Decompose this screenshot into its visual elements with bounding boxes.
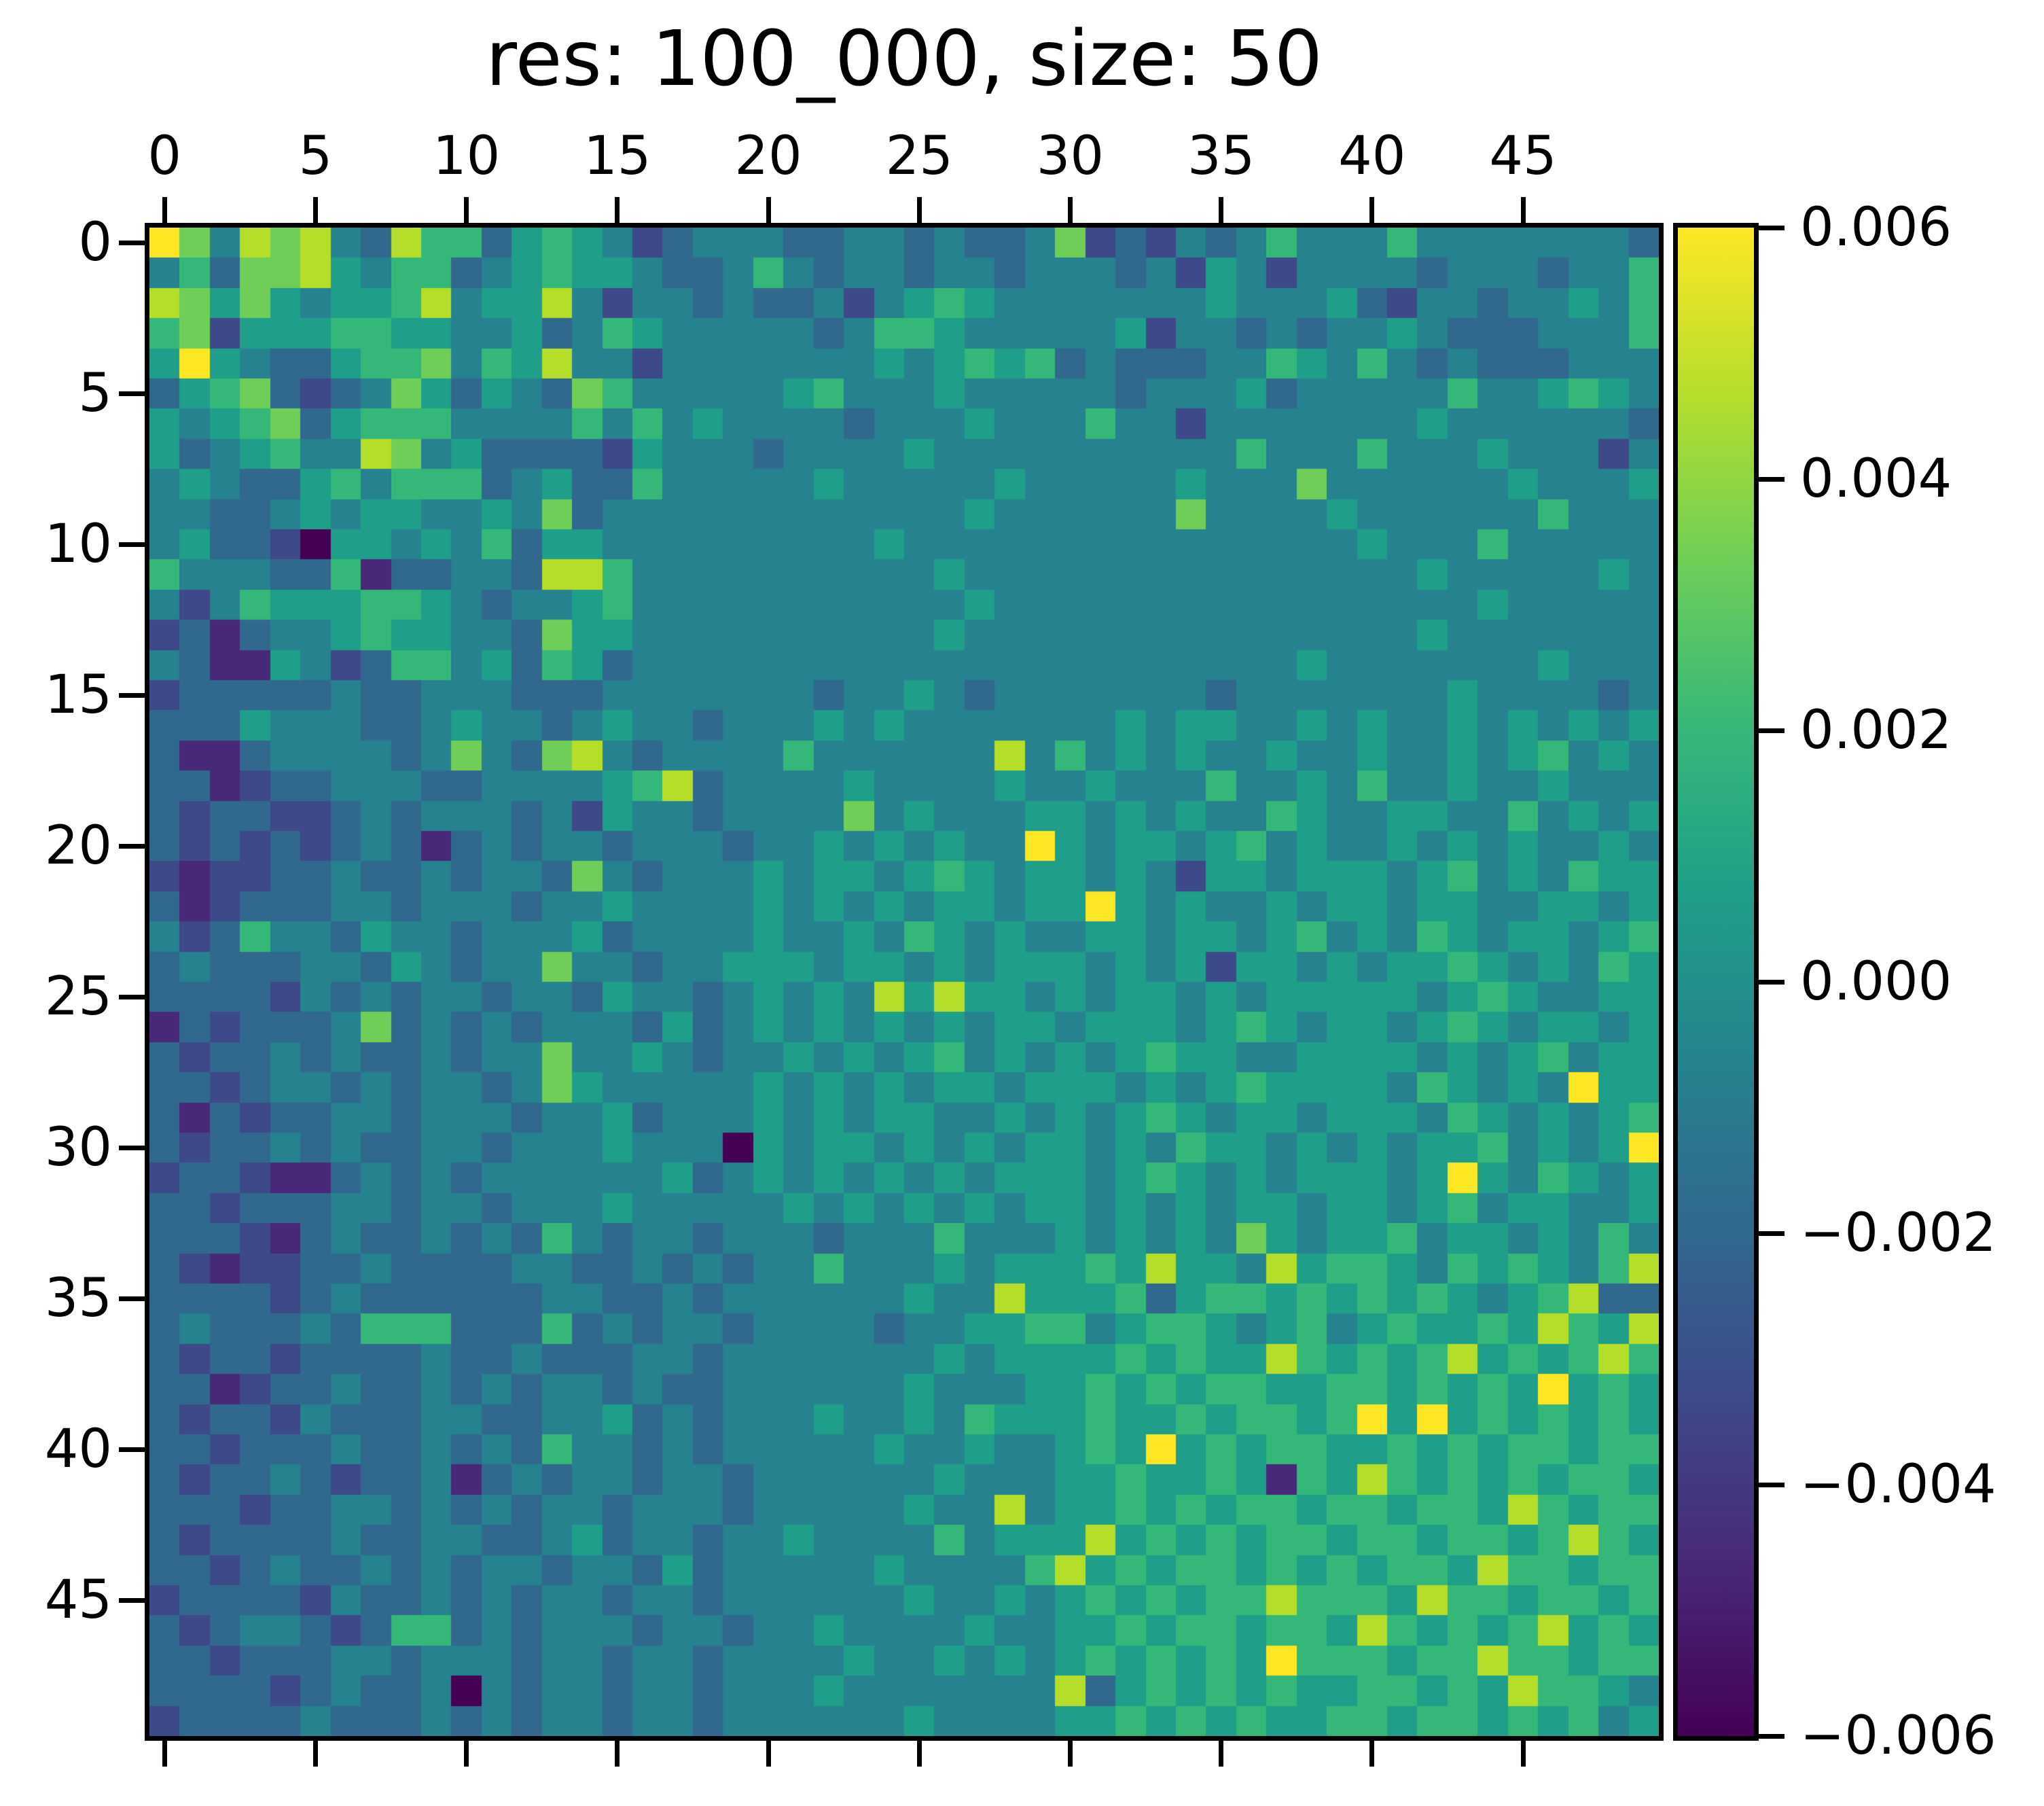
colorbar-tick-mark bbox=[1759, 979, 1785, 985]
y-tick-mark bbox=[119, 1145, 145, 1150]
colorbar-tick-label: −0.002 bbox=[1800, 1203, 1996, 1264]
colorbar-tick-mark bbox=[1759, 1733, 1785, 1739]
x-tick-mark-bottom bbox=[464, 1741, 469, 1767]
colorbar-tick-label: 0.002 bbox=[1800, 700, 1952, 761]
x-tick-label: 30 bbox=[1036, 126, 1105, 187]
x-tick-mark-bottom bbox=[1520, 1741, 1526, 1767]
colorbar-tick-mark bbox=[1759, 728, 1785, 733]
colorbar-tick-label: −0.004 bbox=[1800, 1454, 1996, 1515]
y-tick-mark bbox=[119, 994, 145, 999]
y-tick-mark bbox=[119, 542, 145, 547]
y-tick-label: 5 bbox=[78, 363, 112, 425]
colorbar-tick-label: 0.000 bbox=[1800, 951, 1952, 1012]
x-tick-mark-top bbox=[1219, 197, 1224, 223]
x-tick-label: 40 bbox=[1338, 126, 1406, 187]
x-tick-mark-bottom bbox=[1067, 1741, 1073, 1767]
x-tick-mark-bottom bbox=[916, 1741, 922, 1767]
x-tick-label: 10 bbox=[432, 126, 501, 187]
colorbar-tick-mark bbox=[1759, 1230, 1785, 1236]
y-tick-label: 10 bbox=[44, 514, 112, 576]
y-tick-label: 35 bbox=[44, 1268, 112, 1330]
y-tick-label: 20 bbox=[44, 815, 112, 877]
y-tick-mark bbox=[119, 692, 145, 698]
x-tick-mark-top bbox=[312, 197, 318, 223]
colorbar-tick-label: −0.006 bbox=[1800, 1705, 1996, 1767]
heatmap-canvas bbox=[149, 228, 1659, 1736]
x-tick-mark-bottom bbox=[766, 1741, 771, 1767]
x-tick-mark-top bbox=[916, 197, 922, 223]
x-tick-label: 25 bbox=[885, 126, 953, 187]
x-tick-label: 35 bbox=[1187, 126, 1255, 187]
x-tick-label: 45 bbox=[1489, 126, 1557, 187]
x-tick-mark-bottom bbox=[1369, 1741, 1375, 1767]
y-tick-mark bbox=[119, 843, 145, 849]
y-tick-label: 45 bbox=[44, 1570, 112, 1631]
colorbar-tick-label: 0.006 bbox=[1800, 197, 1952, 258]
x-tick-mark-top bbox=[1067, 197, 1073, 223]
chart-title: res: 100_000, size: 50 bbox=[486, 15, 1323, 103]
y-tick-mark bbox=[119, 1597, 145, 1603]
x-tick-mark-bottom bbox=[312, 1741, 318, 1767]
x-tick-mark-bottom bbox=[615, 1741, 620, 1767]
x-tick-label: 5 bbox=[298, 126, 333, 187]
y-tick-mark bbox=[119, 391, 145, 396]
y-tick-label: 25 bbox=[44, 966, 112, 1028]
y-tick-label: 40 bbox=[44, 1419, 112, 1481]
y-tick-label: 0 bbox=[78, 212, 112, 274]
colorbar-tick-mark bbox=[1759, 1482, 1785, 1487]
x-tick-mark-top bbox=[162, 197, 167, 223]
x-tick-mark-top bbox=[615, 197, 620, 223]
x-tick-mark-top bbox=[1520, 197, 1526, 223]
x-tick-mark-bottom bbox=[1219, 1741, 1224, 1767]
colorbar bbox=[1673, 223, 1759, 1741]
heatmap-plot bbox=[145, 223, 1664, 1741]
colorbar-tick-label: 0.004 bbox=[1800, 448, 1952, 510]
x-tick-mark-top bbox=[766, 197, 771, 223]
colorbar-tick-mark bbox=[1759, 225, 1785, 230]
y-tick-label: 30 bbox=[44, 1117, 112, 1179]
colorbar-gradient bbox=[1678, 228, 1754, 1736]
y-tick-mark bbox=[119, 1296, 145, 1301]
x-tick-label: 20 bbox=[734, 126, 802, 187]
y-tick-label: 15 bbox=[44, 665, 112, 726]
x-tick-label: 0 bbox=[147, 126, 182, 187]
x-tick-mark-top bbox=[1369, 197, 1375, 223]
y-tick-mark bbox=[119, 1447, 145, 1452]
x-tick-mark-bottom bbox=[162, 1741, 167, 1767]
x-tick-label: 15 bbox=[584, 126, 651, 187]
x-tick-mark-top bbox=[464, 197, 469, 223]
y-tick-mark bbox=[119, 240, 145, 245]
colorbar-tick-mark bbox=[1759, 476, 1785, 482]
